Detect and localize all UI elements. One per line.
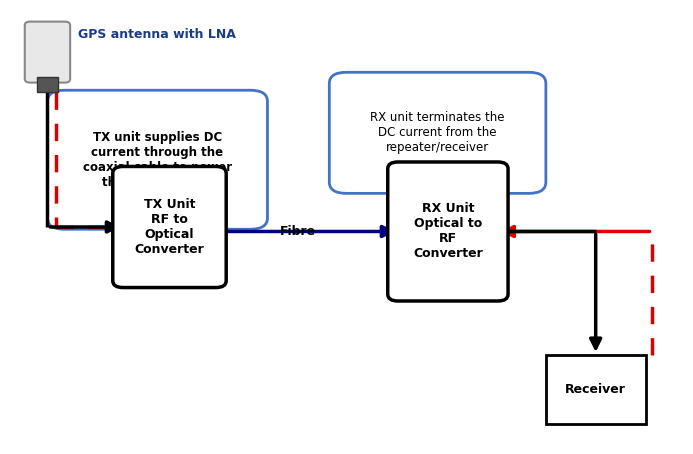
Text: TX unit supplies DC
current through the
coaxial cable to power
the antenna LNA: TX unit supplies DC current through the … [83,131,232,189]
Text: GPS antenna with LNA: GPS antenna with LNA [78,28,236,41]
FancyBboxPatch shape [37,77,58,93]
FancyBboxPatch shape [47,90,267,229]
Text: Receiver: Receiver [565,383,626,396]
FancyBboxPatch shape [388,162,508,301]
Text: TX Unit
RF to
Optical
Converter: TX Unit RF to Optical Converter [134,198,204,256]
FancyBboxPatch shape [329,72,546,193]
Text: RX unit terminates the
DC current from the
repeater/receiver: RX unit terminates the DC current from t… [370,111,505,154]
Text: RX Unit
Optical to
RF
Converter: RX Unit Optical to RF Converter [413,202,483,261]
FancyBboxPatch shape [546,355,646,424]
Text: Fibre: Fibre [280,225,317,238]
FancyBboxPatch shape [25,22,70,83]
FancyBboxPatch shape [113,167,226,287]
